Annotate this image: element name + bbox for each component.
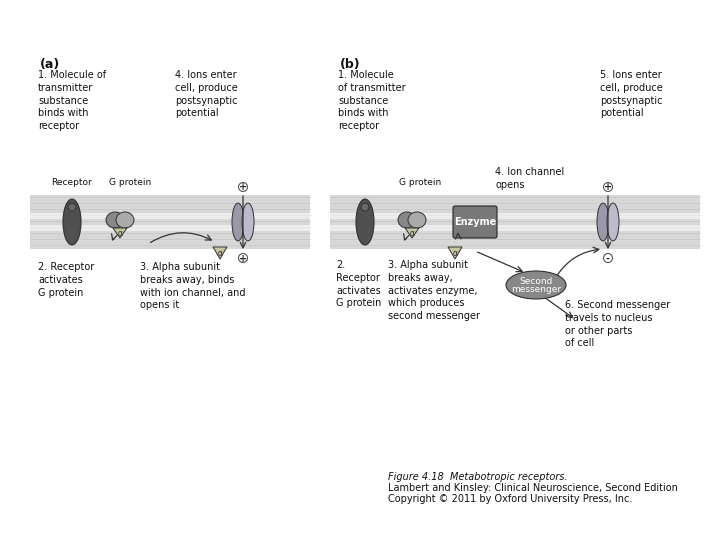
Ellipse shape — [607, 203, 619, 241]
Text: 5. Ions enter
cell, produce
postsynaptic
potential: 5. Ions enter cell, produce postsynaptic… — [600, 70, 662, 118]
Polygon shape — [113, 228, 127, 238]
Text: Second: Second — [519, 276, 553, 286]
Text: 2. Receptor
activates
G protein: 2. Receptor activates G protein — [38, 262, 94, 298]
Text: 4. Ions enter
cell, produce
postsynaptic
potential: 4. Ions enter cell, produce postsynaptic… — [175, 70, 238, 118]
Bar — [30, 225, 310, 232]
Ellipse shape — [116, 212, 134, 228]
Bar — [330, 195, 700, 249]
Text: α: α — [217, 249, 222, 259]
Ellipse shape — [356, 199, 374, 245]
Text: +: + — [604, 183, 612, 192]
Polygon shape — [405, 228, 419, 238]
Ellipse shape — [106, 212, 124, 228]
Bar — [330, 213, 700, 219]
Bar — [330, 225, 700, 232]
Ellipse shape — [63, 199, 81, 245]
Ellipse shape — [361, 203, 369, 211]
Text: 1. Molecule of
transmitter
substance
binds with
receptor: 1. Molecule of transmitter substance bin… — [38, 70, 106, 131]
Ellipse shape — [238, 183, 248, 192]
Ellipse shape — [68, 203, 76, 211]
Text: +: + — [239, 183, 247, 192]
Text: 6. Second messenger
travels to nucleus
or other parts
of cell: 6. Second messenger travels to nucleus o… — [565, 300, 670, 348]
Text: α: α — [452, 249, 457, 259]
Text: G protein: G protein — [109, 178, 151, 187]
Text: -: - — [606, 253, 610, 264]
FancyBboxPatch shape — [453, 206, 497, 238]
Ellipse shape — [242, 203, 254, 241]
Text: 4. Ion channel
opens: 4. Ion channel opens — [495, 167, 564, 190]
Text: 3. Alpha subunit
breaks away, binds
with ion channel, and
opens it: 3. Alpha subunit breaks away, binds with… — [140, 262, 246, 310]
Ellipse shape — [506, 271, 566, 299]
Text: Lambert and Kinsley: Clinical Neuroscience, Second Edition: Lambert and Kinsley: Clinical Neuroscien… — [388, 483, 678, 493]
Ellipse shape — [408, 212, 426, 228]
Text: Receptor: Receptor — [52, 178, 92, 187]
Text: messenger: messenger — [511, 286, 561, 294]
Text: (a): (a) — [40, 58, 60, 71]
Text: α: α — [410, 229, 415, 238]
Text: Figure 4.18  Metabotropic receptors.: Figure 4.18 Metabotropic receptors. — [388, 472, 567, 482]
Bar — [30, 195, 310, 249]
Text: Enzyme: Enzyme — [454, 217, 496, 227]
Text: 2.
Receptor
activates
G protein: 2. Receptor activates G protein — [336, 260, 382, 308]
Text: G protein: G protein — [399, 178, 441, 187]
Ellipse shape — [398, 212, 416, 228]
Ellipse shape — [603, 183, 613, 192]
Text: (b): (b) — [340, 58, 361, 71]
Ellipse shape — [232, 203, 244, 241]
Text: 3. Alpha subunit
breaks away,
activates enzyme,
which produces
second messenger: 3. Alpha subunit breaks away, activates … — [388, 260, 480, 321]
Ellipse shape — [603, 253, 613, 262]
Text: Copyright © 2011 by Oxford University Press, Inc.: Copyright © 2011 by Oxford University Pr… — [388, 494, 632, 504]
Ellipse shape — [238, 253, 248, 262]
Bar — [30, 213, 310, 219]
Text: α: α — [117, 229, 122, 238]
Ellipse shape — [597, 203, 609, 241]
Text: +: + — [239, 253, 247, 264]
Polygon shape — [213, 247, 227, 259]
Text: 1. Molecule
of transmitter
substance
binds with
receptor: 1. Molecule of transmitter substance bin… — [338, 70, 405, 131]
Polygon shape — [448, 247, 462, 259]
